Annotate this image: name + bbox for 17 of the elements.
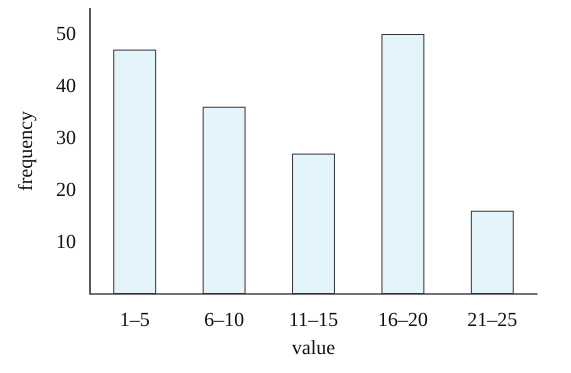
bar bbox=[381, 34, 424, 294]
bar bbox=[202, 106, 246, 294]
y-axis-title: frequency bbox=[15, 111, 37, 191]
bar bbox=[292, 154, 335, 294]
bar bbox=[113, 50, 156, 294]
x-tick-label: 16–20 bbox=[378, 309, 428, 331]
y-tick-label: 10 bbox=[56, 231, 76, 253]
x-tick-label: 6–10 bbox=[204, 309, 244, 331]
y-tick-label: 50 bbox=[56, 23, 76, 45]
x-tick-label: 1–5 bbox=[120, 309, 150, 331]
bar bbox=[470, 210, 514, 294]
x-tick-label: 21–25 bbox=[467, 309, 518, 331]
y-tick-label: 20 bbox=[56, 179, 76, 201]
y-tick-label: 40 bbox=[56, 75, 76, 97]
x-tick-label: 11–15 bbox=[288, 309, 338, 331]
y-tick-label: 30 bbox=[56, 127, 76, 149]
x-axis-title: value bbox=[292, 337, 336, 359]
